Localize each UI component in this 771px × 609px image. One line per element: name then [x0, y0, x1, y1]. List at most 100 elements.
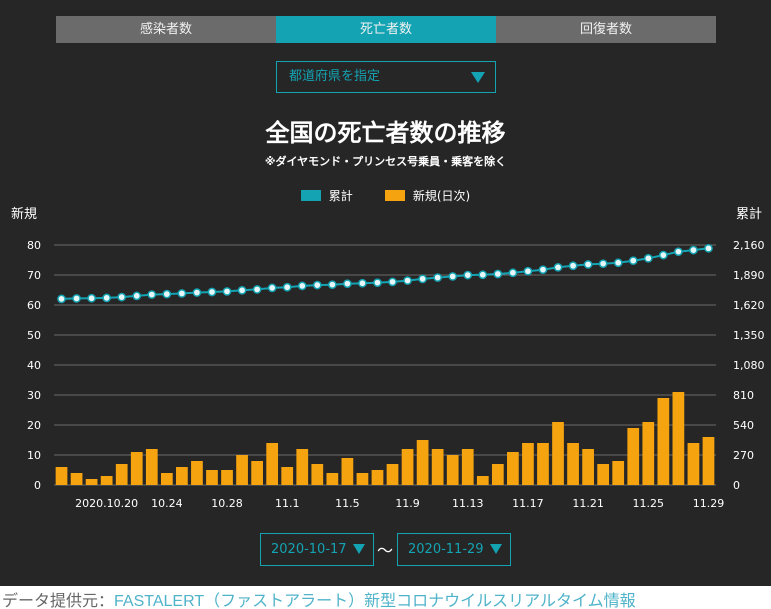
- cumulative-point: [689, 245, 698, 255]
- daily-bar: [281, 467, 294, 485]
- left-tick-label: 70: [27, 269, 41, 282]
- cumulative-point: [267, 283, 277, 293]
- right-axis-label: 累計: [736, 206, 762, 222]
- daily-bar: [416, 440, 429, 485]
- daily-bar: [567, 443, 579, 485]
- daily-bar: [160, 473, 173, 485]
- chart-legend: 累計 新規(日次): [0, 187, 771, 204]
- daily-bar: [431, 449, 444, 485]
- daily-bar: [206, 470, 218, 485]
- tab-deaths[interactable]: 死亡者数: [276, 16, 496, 43]
- cumulative-point: [312, 280, 322, 290]
- daily-bar: [461, 449, 474, 485]
- daily-bar: [597, 464, 610, 485]
- daily-bar: [507, 452, 519, 485]
- daily-bar: [251, 461, 263, 485]
- cumulative-point: [463, 270, 473, 280]
- cumulative-point: [598, 259, 608, 269]
- right-tick-label: 810: [733, 389, 754, 402]
- daily-bar: [386, 464, 399, 485]
- left-tick-label: 0: [34, 479, 41, 492]
- cumulative-point: [568, 261, 578, 271]
- right-tick-label: 1,890: [733, 269, 765, 282]
- cumulative-point: [57, 294, 66, 304]
- legend-item-daily[interactable]: 新規(日次): [384, 187, 471, 204]
- daily-bar: [537, 443, 549, 485]
- legend-item-cumulative[interactable]: 累計: [300, 187, 353, 204]
- cumulative-point: [282, 282, 292, 292]
- cumulative-point: [448, 272, 458, 281]
- cumulative-point: [478, 270, 488, 280]
- left-tick-label: 60: [27, 299, 41, 312]
- right-tick-label: 540: [733, 419, 754, 432]
- cumulative-point: [102, 293, 112, 303]
- end-date-value: 2020-11-29: [408, 542, 484, 557]
- right-tick-label: 270: [733, 449, 754, 462]
- tab-infections[interactable]: 感染者数: [56, 16, 276, 43]
- daily-bar: [702, 437, 715, 485]
- cumulative-point: [493, 269, 503, 279]
- cumulative-point: [132, 291, 142, 301]
- cumulative-point: [418, 274, 427, 284]
- cumulative-point: [297, 281, 307, 291]
- daily-bar: [476, 476, 489, 485]
- cumulative-point: [222, 287, 232, 296]
- cumulative-point: [508, 268, 518, 278]
- left-tick-label: 20: [27, 419, 41, 432]
- cumulative-point: [628, 256, 638, 266]
- metric-tabs: 感染者数 死亡者数 回復者数: [56, 16, 716, 43]
- cumulative-point: [538, 265, 548, 275]
- left-tick-label: 10: [27, 449, 41, 462]
- x-tick-label: 11.13: [452, 497, 484, 510]
- daily-bar: [85, 479, 98, 485]
- x-tick-label: 10.28: [211, 497, 243, 510]
- daily-bar: [341, 458, 354, 485]
- data-source-prefix: データ提供元：: [2, 593, 115, 609]
- right-tick-label: 2,160: [733, 239, 765, 252]
- daily-bar: [296, 449, 309, 485]
- left-tick-label: 40: [27, 359, 41, 372]
- deaths-chart: 新規 累計 0 0 10 270 20 540 30 810 40 1,080 50 1,350 60 1,6…: [11, 206, 765, 510]
- prefecture-select-label: 都道府県を指定: [289, 69, 381, 84]
- cumulative-point: [613, 258, 623, 268]
- start-date-select[interactable]: 2020-10-17: [260, 533, 374, 566]
- cumulative-point: [358, 278, 367, 288]
- daily-bar: [401, 449, 414, 485]
- daily-bar: [446, 455, 459, 485]
- daily-bar: [642, 422, 655, 485]
- x-tick-label: 11.5: [335, 497, 360, 510]
- x-tick-label: 11.17: [512, 497, 544, 510]
- daily-bar: [70, 473, 83, 485]
- daily-bar: [582, 449, 594, 485]
- cumulative-point: [252, 285, 262, 294]
- cumulative-point: [147, 290, 157, 299]
- data-source-credit: データ提供元：FASTALERT（ファストアラート）新型コロナウイルスリアルタイ…: [2, 587, 636, 609]
- daily-bar: [236, 455, 248, 485]
- data-source-link[interactable]: FASTALERT（ファストアラート）新型コロナウイルスリアルタイム情報: [114, 593, 636, 609]
- tab-recoveries[interactable]: 回復者数: [496, 16, 716, 43]
- cumulative-point: [704, 243, 713, 253]
- right-tick-label: 1,350: [733, 329, 765, 342]
- prefecture-select[interactable]: 都道府県を指定: [276, 61, 496, 93]
- cumulative-point: [207, 287, 217, 297]
- cumulative-point: [162, 289, 172, 299]
- x-tick-label: 11.25: [633, 497, 665, 510]
- legend-label-daily: 新規(日次): [412, 189, 471, 203]
- daily-bar: [672, 392, 685, 485]
- x-tick-label: 11.9: [395, 497, 420, 510]
- daily-bar: [266, 443, 279, 485]
- end-date-select[interactable]: 2020-11-29: [397, 533, 511, 566]
- right-tick-label: 1,620: [733, 299, 765, 312]
- caret-down-icon: [353, 544, 365, 554]
- daily-bar: [522, 443, 534, 485]
- cumulative-point: [583, 260, 593, 269]
- cumulative-point: [523, 266, 533, 276]
- legend-label-cumulative: 累計: [328, 189, 353, 203]
- daily-bar: [191, 461, 203, 485]
- daily-bar: [221, 470, 233, 485]
- cumulative-point: [388, 277, 397, 287]
- chart-panel: 感染者数 死亡者数 回復者数 都道府県を指定 全国の死亡者数の推移 ※ダイヤモン…: [0, 0, 771, 586]
- daily-bar: [145, 449, 158, 485]
- date-range-separator: 〜: [376, 541, 393, 560]
- x-tick-label: 2020.10.20: [75, 497, 138, 510]
